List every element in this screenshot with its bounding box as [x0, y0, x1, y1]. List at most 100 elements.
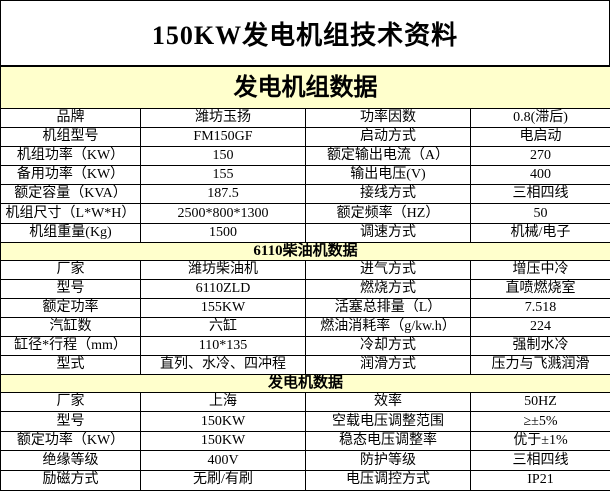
spec-value: 50	[470, 203, 610, 224]
spec-row: 缸径*行程（mm） 110*135 冷却方式 强制水冷	[0, 335, 610, 356]
spec-row: 机组尺寸（L*W*H） 2500*800*1300 额定频率（HZ） 50	[0, 203, 610, 224]
spec-label: 型号	[0, 411, 141, 432]
spec-row: 机组型号 FM150GF 启动方式 电启动	[0, 127, 610, 148]
spec-row: 额定功率（KW） 150KW 稳态电压调整率 优于±1%	[0, 430, 610, 452]
spec-row: 额定功率 155KW 活塞总排量（L） 7.518	[0, 297, 610, 318]
spec-value: 155	[140, 165, 306, 186]
section-heading: 发电机组数据	[0, 66, 610, 109]
spec-value: 优于±1%	[470, 430, 610, 452]
spec-value: 150	[140, 146, 306, 167]
spec-value: 187.5	[140, 184, 306, 205]
spec-label: 汽缸数	[0, 316, 141, 337]
spec-label: 绝缘等级	[0, 450, 141, 472]
spec-label: 额定频率（HZ）	[305, 203, 471, 224]
spec-row: 机组功率（KW） 150 额定输出电流（A） 270	[0, 146, 610, 167]
spec-label: 厂家	[0, 259, 141, 280]
spec-value: 400	[470, 165, 610, 186]
spec-value: 无刷/有刷	[140, 470, 306, 491]
spec-label: 机组尺寸（L*W*H）	[0, 203, 141, 224]
spec-label: 润滑方式	[305, 354, 471, 375]
spec-value: 直喷燃烧室	[470, 278, 610, 299]
spec-label: 调速方式	[305, 222, 471, 243]
spec-label: 厂家	[0, 391, 141, 413]
spec-value: 50HZ	[470, 391, 610, 413]
spec-label: 额定功率（KW）	[0, 430, 141, 452]
spec-value: 潍坊柴油机	[140, 259, 306, 280]
spec-label: 活塞总排量（L）	[305, 297, 471, 318]
spec-row: 型号 6110ZLD 燃烧方式 直喷燃烧室	[0, 278, 610, 299]
spec-label: 进气方式	[305, 259, 471, 280]
spec-label: 型号	[0, 278, 141, 299]
spec-label: 型式	[0, 354, 141, 375]
spec-label: 空载电压调整范围	[305, 411, 471, 432]
section-heading-row: 6110柴油机数据	[0, 241, 610, 261]
spec-value: 增压中冷	[470, 259, 610, 280]
section-heading-row: 发电机数据	[0, 373, 610, 393]
spec-value: 潍坊玉扬	[140, 107, 306, 129]
spec-row: 型式 直列、水冷、四冲程 润滑方式 压力与飞溅润滑	[0, 354, 610, 375]
spec-value: 150KW	[140, 430, 306, 452]
spec-value: IP21	[470, 470, 610, 491]
spec-label: 缸径*行程（mm）	[0, 335, 141, 356]
spec-value: 三相四线	[470, 184, 610, 205]
spec-value: 电启动	[470, 127, 610, 148]
spec-value: 110*135	[140, 335, 306, 356]
spec-label: 额定功率	[0, 297, 141, 318]
spec-label: 机组重量(Kg)	[0, 222, 141, 243]
spec-value: FM150GF	[140, 127, 306, 148]
spec-table: 发电机组数据 品牌 潍坊玉扬 功率因数 0.8(滞后) 机组型号 FM150GF 启动方式 电启…	[0, 66, 610, 491]
spec-label: 机组功率（KW）	[0, 146, 141, 167]
spec-label: 防护等级	[305, 450, 471, 472]
spec-label: 接线方式	[305, 184, 471, 205]
spec-label: 电压调控方式	[305, 470, 471, 491]
spec-value: 224	[470, 316, 610, 337]
spec-value: 0.8(滞后)	[470, 107, 610, 129]
spec-value: 6110ZLD	[140, 278, 306, 299]
spec-label: 冷却方式	[305, 335, 471, 356]
spec-row: 额定容量（KVA） 187.5 接线方式 三相四线	[0, 184, 610, 205]
spec-value: 三相四线	[470, 450, 610, 472]
spec-value: 2500*800*1300	[140, 203, 306, 224]
spec-label: 备用功率（KW）	[0, 165, 141, 186]
spec-label: 输出电压(V)	[305, 165, 471, 186]
spec-row: 厂家 上海 效率 50HZ	[0, 391, 610, 413]
spec-value: 六缸	[140, 316, 306, 337]
spec-label: 启动方式	[305, 127, 471, 148]
spec-value: 7.518	[470, 297, 610, 318]
spec-value: 400V	[140, 450, 306, 472]
spec-label: 燃烧方式	[305, 278, 471, 299]
spec-row: 励磁方式 无刷/有刷 电压调控方式 IP21	[0, 470, 610, 491]
spec-label: 效率	[305, 391, 471, 413]
spec-label: 燃油消耗率（g/kw.h）	[305, 316, 471, 337]
spec-value: 上海	[140, 391, 306, 413]
spec-value: 155KW	[140, 297, 306, 318]
spec-value: ≥±5%	[470, 411, 610, 432]
spec-value: 机械/电子	[470, 222, 610, 243]
spec-label: 额定容量（KVA）	[0, 184, 141, 205]
spec-value: 强制水冷	[470, 335, 610, 356]
spec-row: 备用功率（KW） 155 输出电压(V) 400	[0, 165, 610, 186]
spec-label: 额定输出电流（A）	[305, 146, 471, 167]
spec-row: 汽缸数 六缸 燃油消耗率（g/kw.h） 224	[0, 316, 610, 337]
section-heading: 6110柴油机数据	[0, 241, 610, 261]
spec-label: 稳态电压调整率	[305, 430, 471, 452]
table-body: 发电机组数据 品牌 潍坊玉扬 功率因数 0.8(滞后) 机组型号 FM150GF 启动方式 电启…	[0, 66, 610, 491]
spec-row: 机组重量(Kg) 1500 调速方式 机械/电子	[0, 222, 610, 243]
title: 150KW发电机组技术资料	[0, 0, 610, 66]
spec-value: 270	[470, 146, 610, 167]
section-heading-row: 发电机组数据	[0, 66, 610, 109]
spec-label: 机组型号	[0, 127, 141, 148]
section-heading: 发电机数据	[0, 373, 610, 393]
spec-row: 厂家 潍坊柴油机 进气方式 增压中冷	[0, 259, 610, 280]
spec-row: 型号 150KW 空载电压调整范围 ≥±5%	[0, 411, 610, 432]
spec-label: 功率因数	[305, 107, 471, 129]
spec-value: 1500	[140, 222, 306, 243]
spec-value: 150KW	[140, 411, 306, 432]
spec-value: 直列、水冷、四冲程	[140, 354, 306, 375]
spec-label: 品牌	[0, 107, 141, 129]
spec-row: 品牌 潍坊玉扬 功率因数 0.8(滞后)	[0, 107, 610, 129]
spec-value: 压力与飞溅润滑	[470, 354, 610, 375]
spec-label: 励磁方式	[0, 470, 141, 491]
spec-row: 绝缘等级 400V 防护等级 三相四线	[0, 450, 610, 472]
